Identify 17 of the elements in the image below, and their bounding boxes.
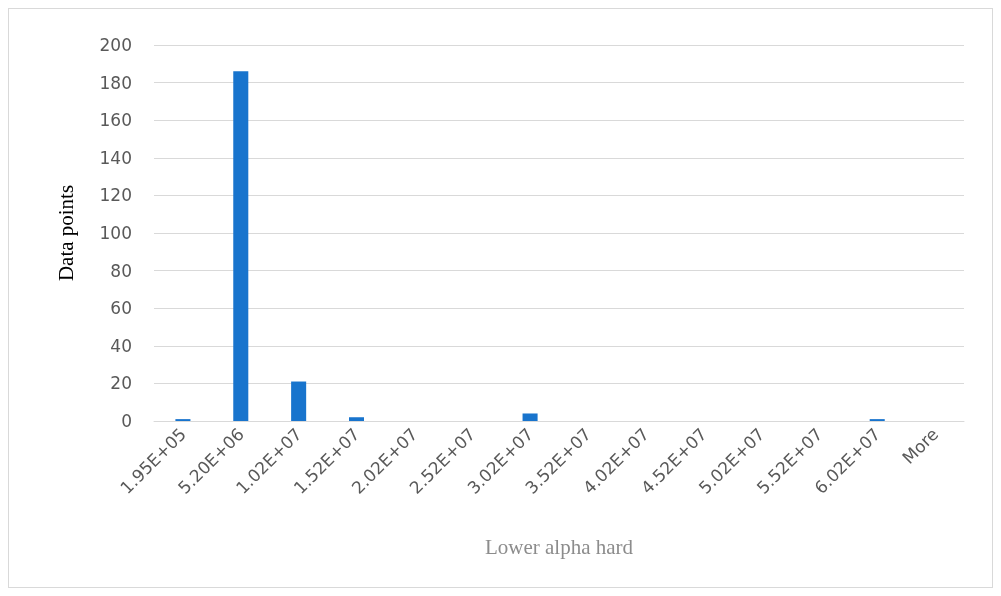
y-tick-label: 60 [110, 298, 132, 319]
bar [233, 71, 249, 421]
bar [291, 381, 307, 421]
bar [522, 413, 538, 421]
y-tick-label: 140 [99, 147, 132, 168]
y-tick-label: 40 [110, 335, 132, 356]
y-axis-title: Data points [53, 184, 78, 282]
y-tick-label: 180 [99, 72, 132, 93]
y-tick-label: 20 [110, 373, 132, 394]
y-tick-label: 120 [99, 185, 132, 206]
bar [348, 417, 365, 421]
y-tick-label: 100 [99, 223, 132, 243]
y-tick-label: 0 [121, 411, 132, 431]
x-axis-title: Lower alpha hard [484, 534, 634, 559]
y-tick-label: 80 [110, 260, 132, 281]
y-tick-label: 200 [99, 35, 132, 55]
y-tick-label: 160 [99, 110, 132, 131]
